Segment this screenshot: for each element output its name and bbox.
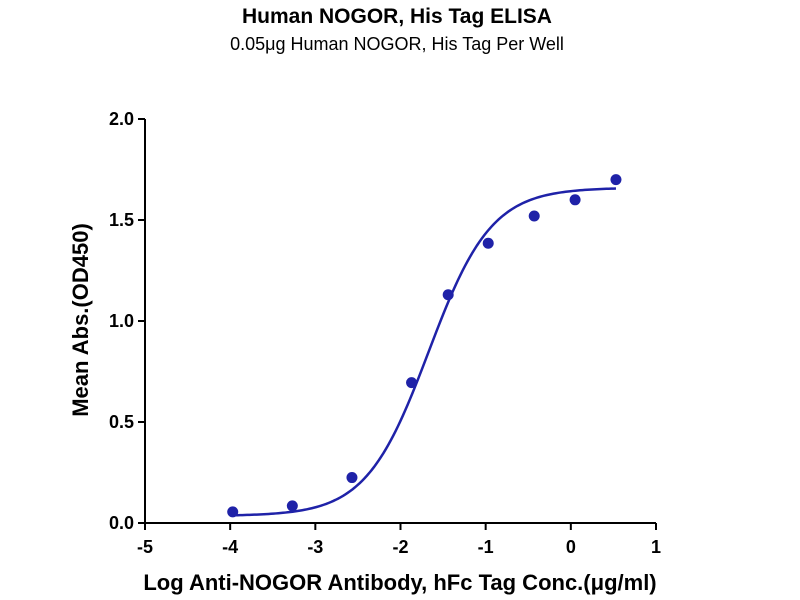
y-axis: 0.0 0.5 1.0 1.5 2.0 — [109, 109, 146, 533]
x-tick-label: -2 — [392, 537, 408, 557]
data-point — [610, 174, 622, 186]
data-points-layer — [227, 174, 622, 518]
fit-curve-layer — [232, 187, 617, 517]
data-point — [569, 194, 581, 206]
x-tick-label: -5 — [137, 537, 153, 557]
y-tick-label: 0.0 — [109, 513, 134, 533]
y-axis-label: Mean Abs.(OD450) — [68, 223, 93, 417]
data-point — [286, 500, 298, 512]
x-tick-label: 0 — [566, 537, 576, 557]
x-tick-label: -4 — [222, 537, 238, 557]
chart-title: Human NOGOR, His Tag ELISA — [242, 5, 552, 28]
x-axis: -5 -4 -3 -2 -1 0 1 — [137, 522, 661, 557]
fit-curve — [232, 187, 617, 517]
data-point — [227, 506, 239, 518]
y-tick-label: 2.0 — [109, 109, 134, 129]
x-axis-label: Log Anti-NOGOR Antibody, hFc Tag Conc.(μ… — [143, 570, 656, 595]
y-tick-label: 0.5 — [109, 412, 134, 432]
chart-subtitle: 0.05μg Human NOGOR, His Tag Per Well — [230, 34, 564, 54]
y-tick-label: 1.5 — [109, 210, 134, 230]
x-tick-label: -1 — [478, 537, 494, 557]
data-point — [346, 472, 358, 484]
data-point — [482, 237, 494, 249]
data-point — [442, 289, 454, 301]
x-tick-label: -3 — [307, 537, 323, 557]
data-point — [406, 377, 418, 389]
y-tick-label: 1.0 — [109, 311, 134, 331]
data-point — [528, 210, 540, 222]
x-tick-label: 1 — [651, 537, 661, 557]
